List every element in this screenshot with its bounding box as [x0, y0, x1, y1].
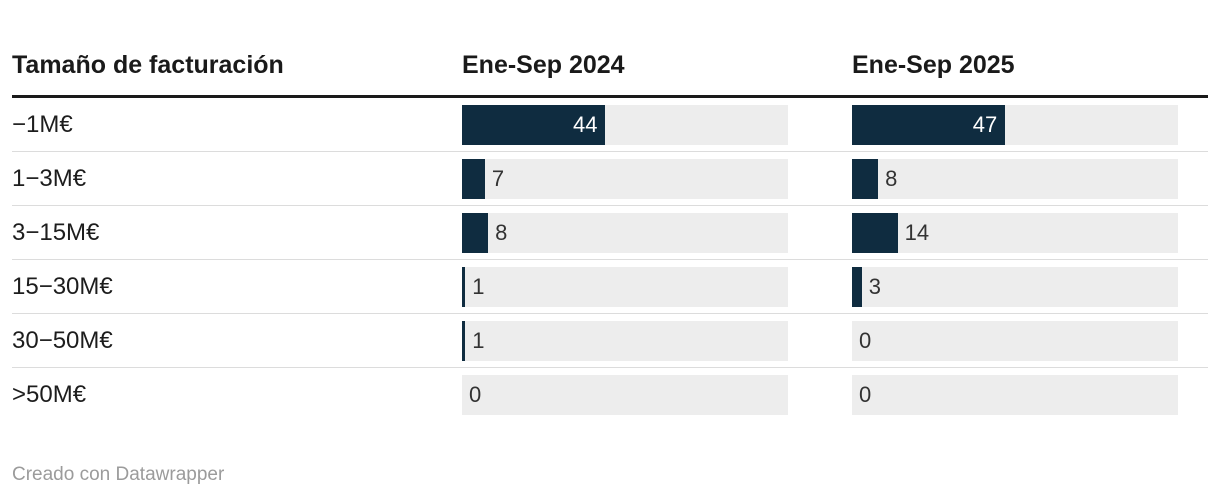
table-row: >50M€ 0 0 [12, 368, 1208, 422]
bar-cell: 8 [462, 212, 852, 253]
row-label: 30−50M€ [12, 326, 113, 354]
row-label: >50M€ [12, 381, 87, 408]
table-row: 3−15M€ 8 14 [12, 206, 1208, 260]
chart-footer: Creado con Datawrapper [12, 464, 1208, 486]
column-header-2025: Ene-Sep 2025 [852, 51, 1015, 79]
bar-cell: 0 [852, 320, 1178, 361]
bar-value-outside: 3 [868, 273, 882, 299]
row-label: 3−15M€ [12, 218, 100, 246]
bar-value-outside: 0 [859, 382, 872, 407]
bar-cell: 47 [852, 104, 1178, 145]
bar: 47 [852, 104, 1006, 145]
bar-value-outside: 0 [859, 327, 872, 353]
bar-cell: 14 [852, 212, 1178, 253]
bar-value-outside: 7 [491, 165, 505, 191]
row-label: 15−30M€ [12, 272, 113, 300]
bar-cell: 0 [462, 375, 852, 415]
bar-value-inside: 47 [972, 111, 998, 137]
bar [852, 212, 898, 253]
row-label: −1M€ [12, 110, 73, 138]
bar-value-outside: 0 [469, 382, 482, 407]
bar [462, 212, 489, 253]
bar-track: 3 [852, 266, 1178, 307]
bar-value-outside: 14 [904, 219, 930, 245]
bar-value-outside: 8 [885, 165, 898, 191]
bar-track: 8 [462, 212, 788, 253]
bar-cell: 1 [462, 320, 852, 361]
bar-track: 44 [462, 104, 788, 145]
column-header-category: Tamaño de facturación [12, 51, 284, 79]
bar [852, 158, 879, 199]
table-row: −1M€ 44 47 [12, 98, 1208, 152]
bar-track: 0 [852, 375, 1178, 415]
bar [462, 320, 466, 361]
bar-track: 47 [852, 104, 1178, 145]
bar [462, 158, 485, 199]
bar-cell: 8 [852, 158, 1178, 199]
column-header-2024: Ene-Sep 2024 [462, 51, 625, 79]
table-body: −1M€ 44 47 1−3M€ 7 [12, 98, 1208, 422]
bar: 44 [462, 104, 606, 145]
bar-cell: 7 [462, 158, 852, 199]
row-label: 1−3M€ [12, 164, 87, 192]
bar-value-outside: 1 [472, 327, 485, 353]
bar-cell: 0 [852, 375, 1178, 415]
bar-track: 14 [852, 212, 1178, 253]
bar [462, 266, 466, 307]
bar-track: 1 [462, 320, 788, 361]
bar-cell: 44 [462, 104, 852, 145]
bar-cell: 1 [462, 266, 852, 307]
bar-cell: 3 [852, 266, 1178, 307]
table-row: 30−50M€ 1 0 [12, 314, 1208, 368]
bar-track: 0 [462, 375, 788, 415]
bar-value-outside: 8 [495, 219, 508, 245]
bar-track: 1 [462, 266, 788, 307]
bar-track: 0 [852, 320, 1178, 361]
bar-track: 7 [462, 158, 788, 199]
bar-track: 8 [852, 158, 1178, 199]
table-header: Tamaño de facturación Ene-Sep 2024 Ene-S… [12, 50, 1208, 98]
datawrapper-credit: Creado con Datawrapper [12, 464, 225, 485]
table-row: 15−30M€ 1 3 [12, 260, 1208, 314]
bar-value-outside: 1 [472, 273, 485, 299]
table-row: 1−3M€ 7 8 [12, 152, 1208, 206]
bar [852, 266, 862, 307]
bar-value-inside: 44 [572, 111, 598, 137]
